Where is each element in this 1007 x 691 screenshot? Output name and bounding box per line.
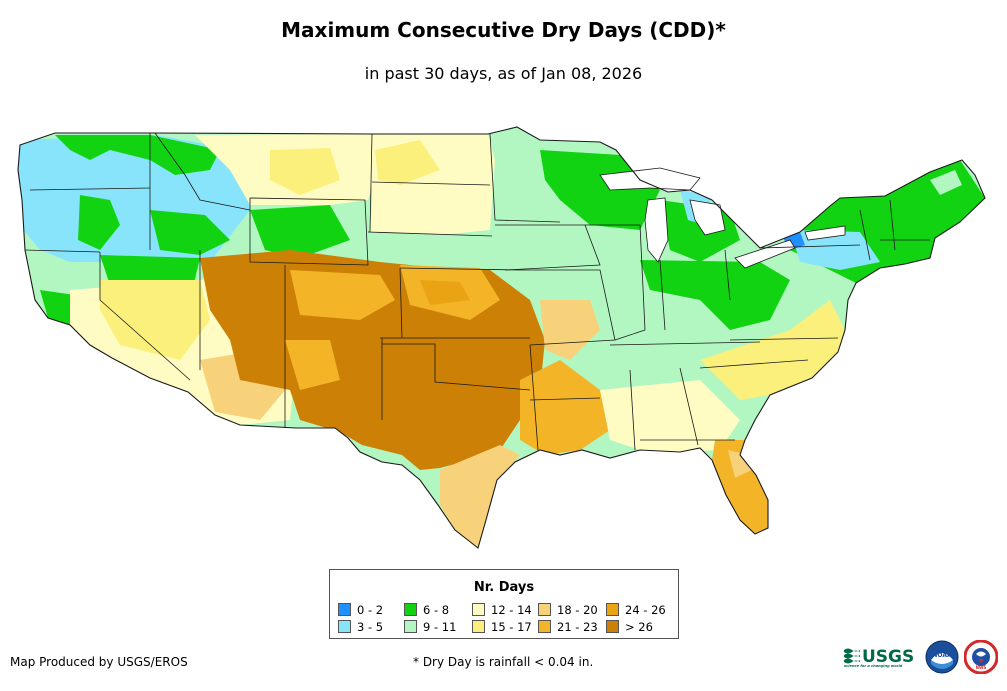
legend-label: > 26 bbox=[625, 620, 653, 634]
region-wyoming-6-8 bbox=[250, 205, 350, 258]
region-carolinas-15-17 bbox=[700, 300, 845, 400]
legend-label: 24 - 26 bbox=[625, 603, 666, 617]
region-idaho-6-8 bbox=[150, 210, 230, 255]
region-deep-south-12-14 bbox=[600, 380, 740, 452]
lake-michigan bbox=[644, 197, 669, 263]
region-nevada-15-17 bbox=[100, 280, 210, 360]
footnote-text: * Dry Day is rainfall < 0.04 in. bbox=[413, 655, 594, 669]
state-boundaries bbox=[24, 132, 930, 451]
legend-item-18-20: 18 - 20 bbox=[538, 603, 598, 617]
legend-swatch bbox=[404, 603, 417, 616]
boundary-in-oh bbox=[659, 259, 666, 331]
legend-item-12-14: 12 - 14 bbox=[472, 603, 532, 617]
region-montana-15-17 bbox=[270, 148, 340, 195]
map-subtitle: in past 30 days, as of Jan 08, 2026 bbox=[364, 64, 643, 83]
boundary-ok-panhandle bbox=[382, 343, 531, 391]
region-florida-21-23 bbox=[712, 440, 768, 534]
legend-label: 6 - 8 bbox=[423, 603, 450, 617]
legend-swatch bbox=[606, 620, 619, 633]
boundary-al-ga bbox=[679, 367, 699, 446]
boundary-wa-or bbox=[29, 187, 151, 191]
boundary-ne-ks bbox=[399, 267, 521, 271]
great-lakes bbox=[599, 167, 846, 269]
legend-swatch bbox=[404, 620, 417, 633]
usgs-wordmark: USGS bbox=[862, 647, 914, 667]
map-title: Maximum Consecutive Dry Days (CDD)* bbox=[281, 18, 726, 42]
region-upper-midwest-6-8 bbox=[540, 150, 660, 230]
lake-huron bbox=[689, 199, 726, 236]
usgs-wave-icon bbox=[844, 648, 860, 664]
boundary-il bbox=[585, 224, 646, 341]
boundary-va-nc bbox=[729, 337, 839, 341]
legend: Nr. Days 0 - 2 3 - 5 6 - 8 9 - 11 12 - 1… bbox=[329, 569, 679, 639]
noaa-wordmark: NOAA bbox=[932, 652, 952, 659]
nation-outline bbox=[17, 126, 986, 549]
boundary-ia bbox=[495, 224, 601, 271]
boundary-id-mt bbox=[154, 132, 251, 211]
boundary-mn-wi bbox=[489, 133, 561, 223]
legend-item-21-23: 21 - 23 bbox=[538, 620, 598, 634]
region-cascades-6-8 bbox=[78, 195, 120, 250]
legend-label: 18 - 20 bbox=[557, 603, 598, 617]
region-kansas-24-26 bbox=[420, 280, 470, 305]
legend-label: 3 - 5 bbox=[357, 620, 384, 634]
credit-text: Map Produced by USGS/EROS bbox=[10, 655, 188, 669]
legend-label: 21 - 23 bbox=[557, 620, 598, 634]
boundary-wy bbox=[249, 197, 369, 266]
boundary-nd-sd bbox=[371, 181, 491, 186]
legend-swatch bbox=[338, 603, 351, 616]
region-maine-9-11 bbox=[930, 170, 962, 195]
region-sd-15-17 bbox=[375, 140, 440, 185]
boundary-new-england bbox=[859, 199, 930, 261]
region-gulf-18-20 bbox=[440, 445, 520, 548]
boundary-ca-nv bbox=[99, 252, 191, 381]
boundary-sd-ne bbox=[367, 231, 493, 237]
legend-swatch bbox=[538, 620, 551, 633]
boundary-tx-la bbox=[529, 344, 539, 451]
legend-swatch bbox=[538, 603, 551, 616]
legend-label: 15 - 17 bbox=[491, 620, 532, 634]
legend-item-gt-26: > 26 bbox=[606, 620, 653, 634]
legend-item-9-11: 9 - 11 bbox=[404, 620, 456, 634]
boundary-pa-ny bbox=[759, 244, 861, 249]
legend-item-24-26: 24 - 26 bbox=[606, 603, 666, 617]
boundary-ky-tn bbox=[609, 341, 761, 346]
legend-label: 9 - 11 bbox=[423, 620, 457, 634]
noaa-logo: NOAA bbox=[925, 640, 959, 674]
region-ohio-valley-6-8 bbox=[640, 260, 790, 330]
boundary-ms-al bbox=[629, 369, 636, 451]
legend-item-0-2: 0 - 2 bbox=[338, 603, 383, 617]
region-nm-21-23 bbox=[285, 340, 340, 390]
region-colorado-21-23 bbox=[290, 270, 395, 320]
region-east-texas-21-23 bbox=[520, 360, 610, 455]
legend-label: 0 - 2 bbox=[357, 603, 384, 617]
legend-swatch bbox=[338, 620, 351, 633]
legend-swatch bbox=[472, 620, 485, 633]
legend-item-6-8: 6 - 8 bbox=[404, 603, 449, 617]
region-arklatex-18-20 bbox=[540, 300, 600, 360]
lake-ontario bbox=[804, 225, 846, 241]
boundary-or-ca bbox=[24, 249, 101, 253]
legend-swatch bbox=[606, 603, 619, 616]
boundary-co-ks bbox=[399, 267, 403, 339]
usgs-tagline: science for a changing world bbox=[844, 664, 903, 668]
boundary-ar-la bbox=[529, 397, 601, 401]
legend-title: Nr. Days bbox=[473, 580, 535, 595]
boundary-mt-nd bbox=[369, 133, 373, 233]
boundary-oh-pa bbox=[724, 249, 731, 301]
boundary-mo bbox=[520, 269, 616, 346]
region-nw-patches-6-8 bbox=[55, 135, 220, 175]
usgs-logo: USGS science for a changing world bbox=[844, 647, 914, 668]
legend-label: 12 - 14 bbox=[491, 603, 532, 617]
region-new-york-3-5 bbox=[790, 230, 880, 270]
legend-swatch bbox=[472, 603, 485, 616]
legend-item-3-5: 3 - 5 bbox=[338, 620, 383, 634]
legend-item-15-17: 15 - 17 bbox=[472, 620, 532, 634]
cdd-map bbox=[17, 126, 986, 549]
nws-wordmark: NWS bbox=[976, 665, 987, 670]
boundary-nc-sc bbox=[699, 359, 809, 369]
nws-logo: NWS bbox=[964, 640, 998, 674]
